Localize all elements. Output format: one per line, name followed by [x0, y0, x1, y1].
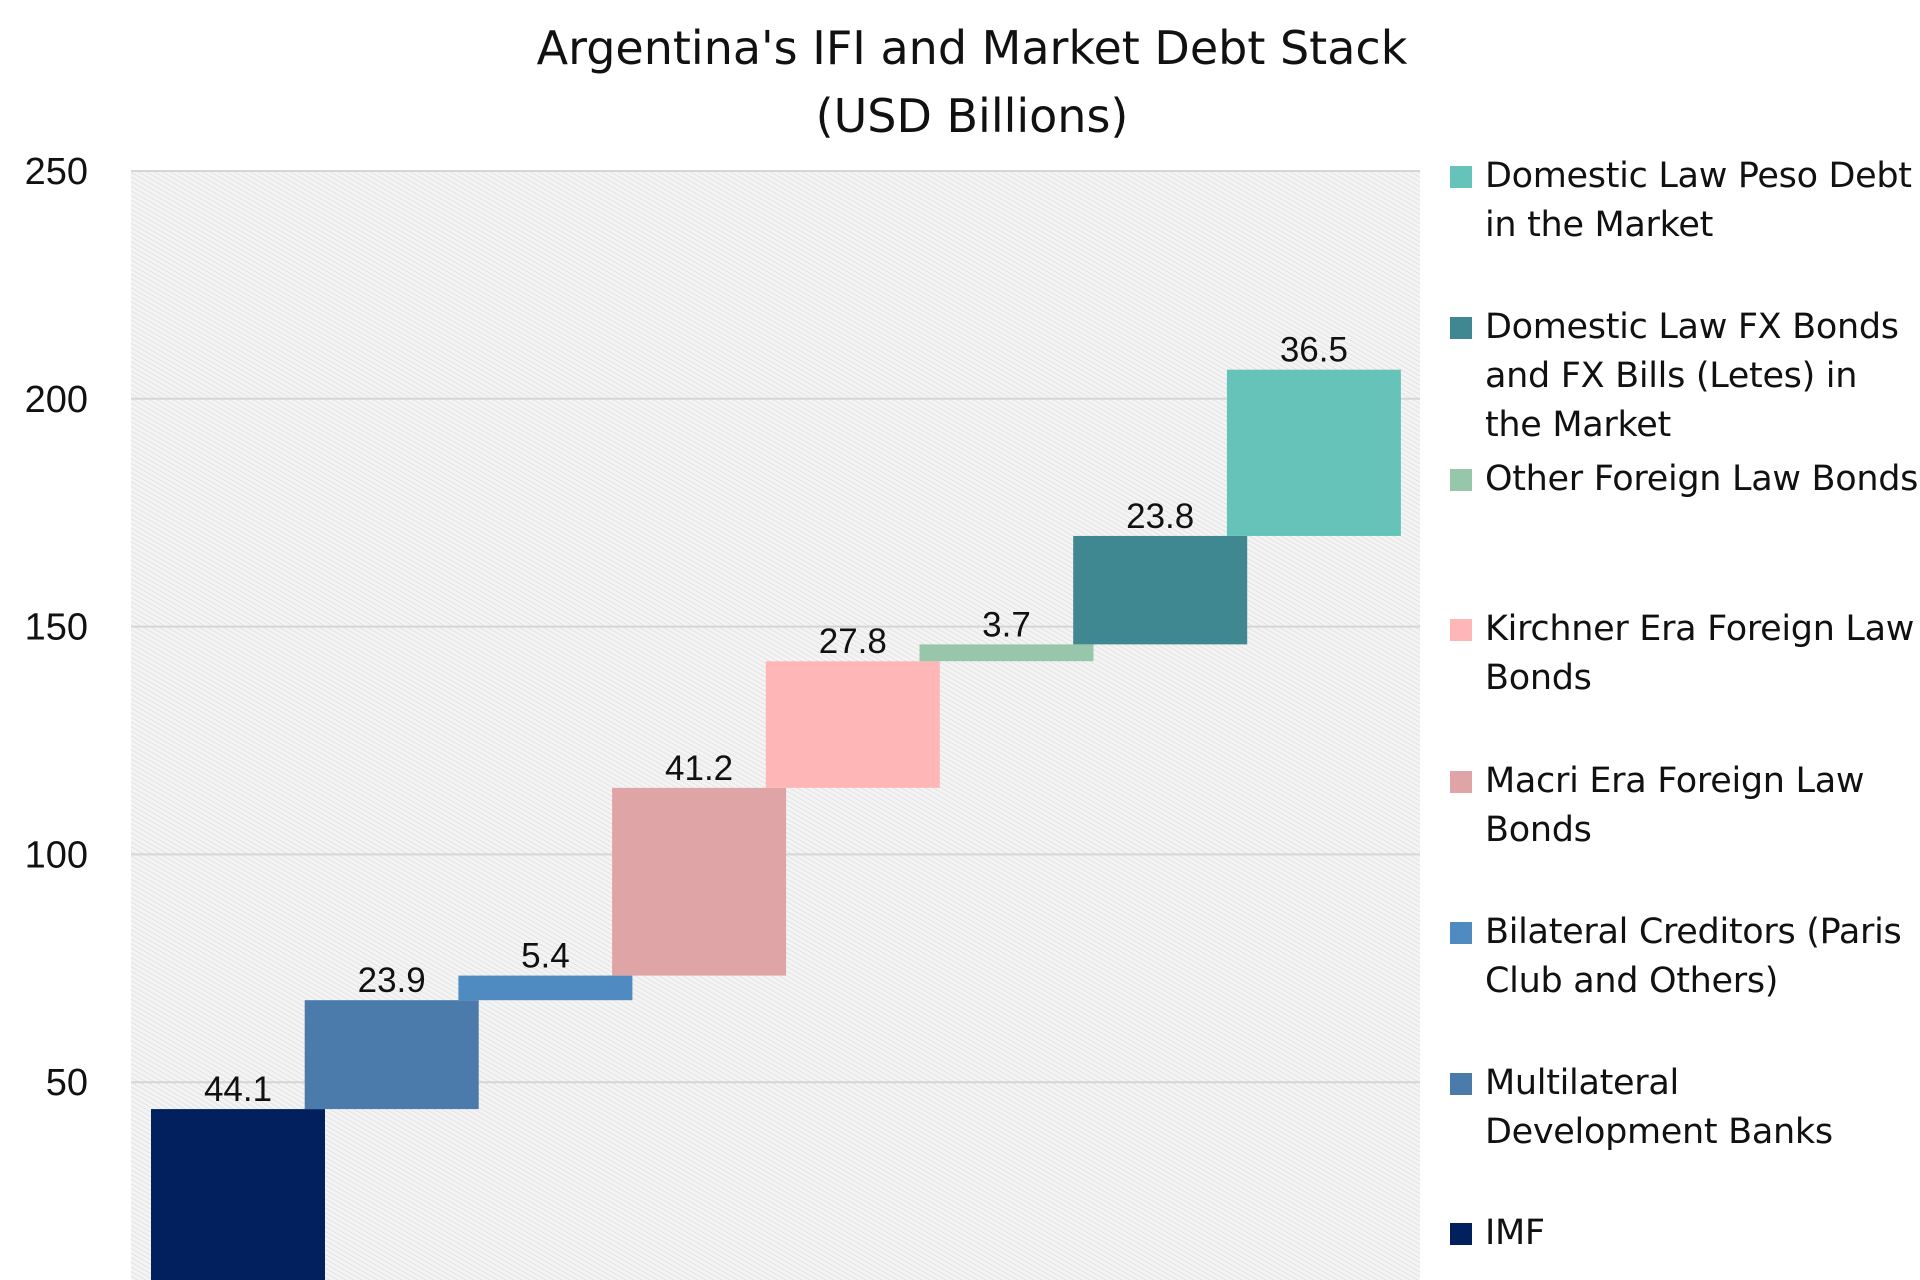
chart-title: Argentina's IFI and Market Debt Stack (U…: [0, 14, 1920, 150]
chart-subtitle: (USD Billions): [815, 89, 1129, 143]
legend-item: Bilateral Creditors (Paris Club and Othe…: [1450, 908, 1920, 1006]
legend-swatch: [1450, 619, 1472, 641]
legend-label: Domestic Law Peso Debt in the Market: [1485, 156, 1912, 245]
legend-label: Bilateral Creditors (Paris Club and Othe…: [1485, 912, 1902, 1001]
data-label: 23.9: [358, 961, 426, 1000]
legend-swatch: [1450, 1223, 1472, 1245]
y-tick-label: 150: [25, 607, 88, 649]
data-label: 36.5: [1280, 331, 1348, 370]
legend-item: Kirchner Era Foreign Law Bonds: [1450, 605, 1920, 703]
bar: [1226, 369, 1401, 536]
chart-title-main: Argentina's IFI and Market Debt Stack: [536, 21, 1408, 75]
y-tick-label: 100: [25, 834, 88, 876]
bar: [1073, 535, 1248, 645]
legend-swatch: [1450, 922, 1472, 944]
bar: [612, 787, 787, 976]
data-label: 41.2: [665, 749, 733, 788]
bar: [458, 975, 633, 1001]
y-tick-label: 200: [25, 379, 88, 421]
y-tick-label: 250: [25, 151, 88, 193]
bar: [304, 1000, 479, 1110]
legend-swatch: [1450, 317, 1472, 339]
legend-item: Other Foreign Law Bonds: [1450, 455, 1920, 504]
data-label: 44.1: [204, 1070, 272, 1109]
legend-label: Other Foreign Law Bonds: [1485, 459, 1919, 499]
legend-swatch: [1450, 469, 1472, 491]
legend-item: IMF: [1450, 1209, 1920, 1258]
legend-item: Domestic Law Peso Debt in the Market: [1450, 152, 1920, 250]
legend-label: Domestic Law FX Bonds and FX Bills (Lete…: [1485, 307, 1899, 445]
legend-label: Multilateral Development Banks: [1485, 1063, 1833, 1152]
legend-label: Kirchner Era Foreign Law Bonds: [1485, 609, 1915, 698]
data-label: 27.8: [819, 622, 887, 661]
data-label: 5.4: [521, 937, 570, 976]
legend-label: Macri Era Foreign Law Bonds: [1485, 761, 1865, 850]
legend-swatch: [1450, 1073, 1472, 1095]
data-label: 23.8: [1126, 497, 1194, 536]
bar: [151, 1109, 325, 1280]
data-label: 3.7: [982, 605, 1031, 644]
bar: [919, 644, 1094, 662]
legend-item: Macri Era Foreign Law Bonds: [1450, 757, 1920, 855]
legend-swatch: [1450, 166, 1472, 188]
y-tick-label: 50: [46, 1062, 88, 1104]
legend-label: IMF: [1485, 1213, 1545, 1253]
bar: [765, 661, 940, 788]
legend-item: Multilateral Development Banks: [1450, 1059, 1920, 1157]
legend-item: Domestic Law FX Bonds and FX Bills (Lete…: [1450, 303, 1920, 450]
legend-swatch: [1450, 771, 1472, 793]
